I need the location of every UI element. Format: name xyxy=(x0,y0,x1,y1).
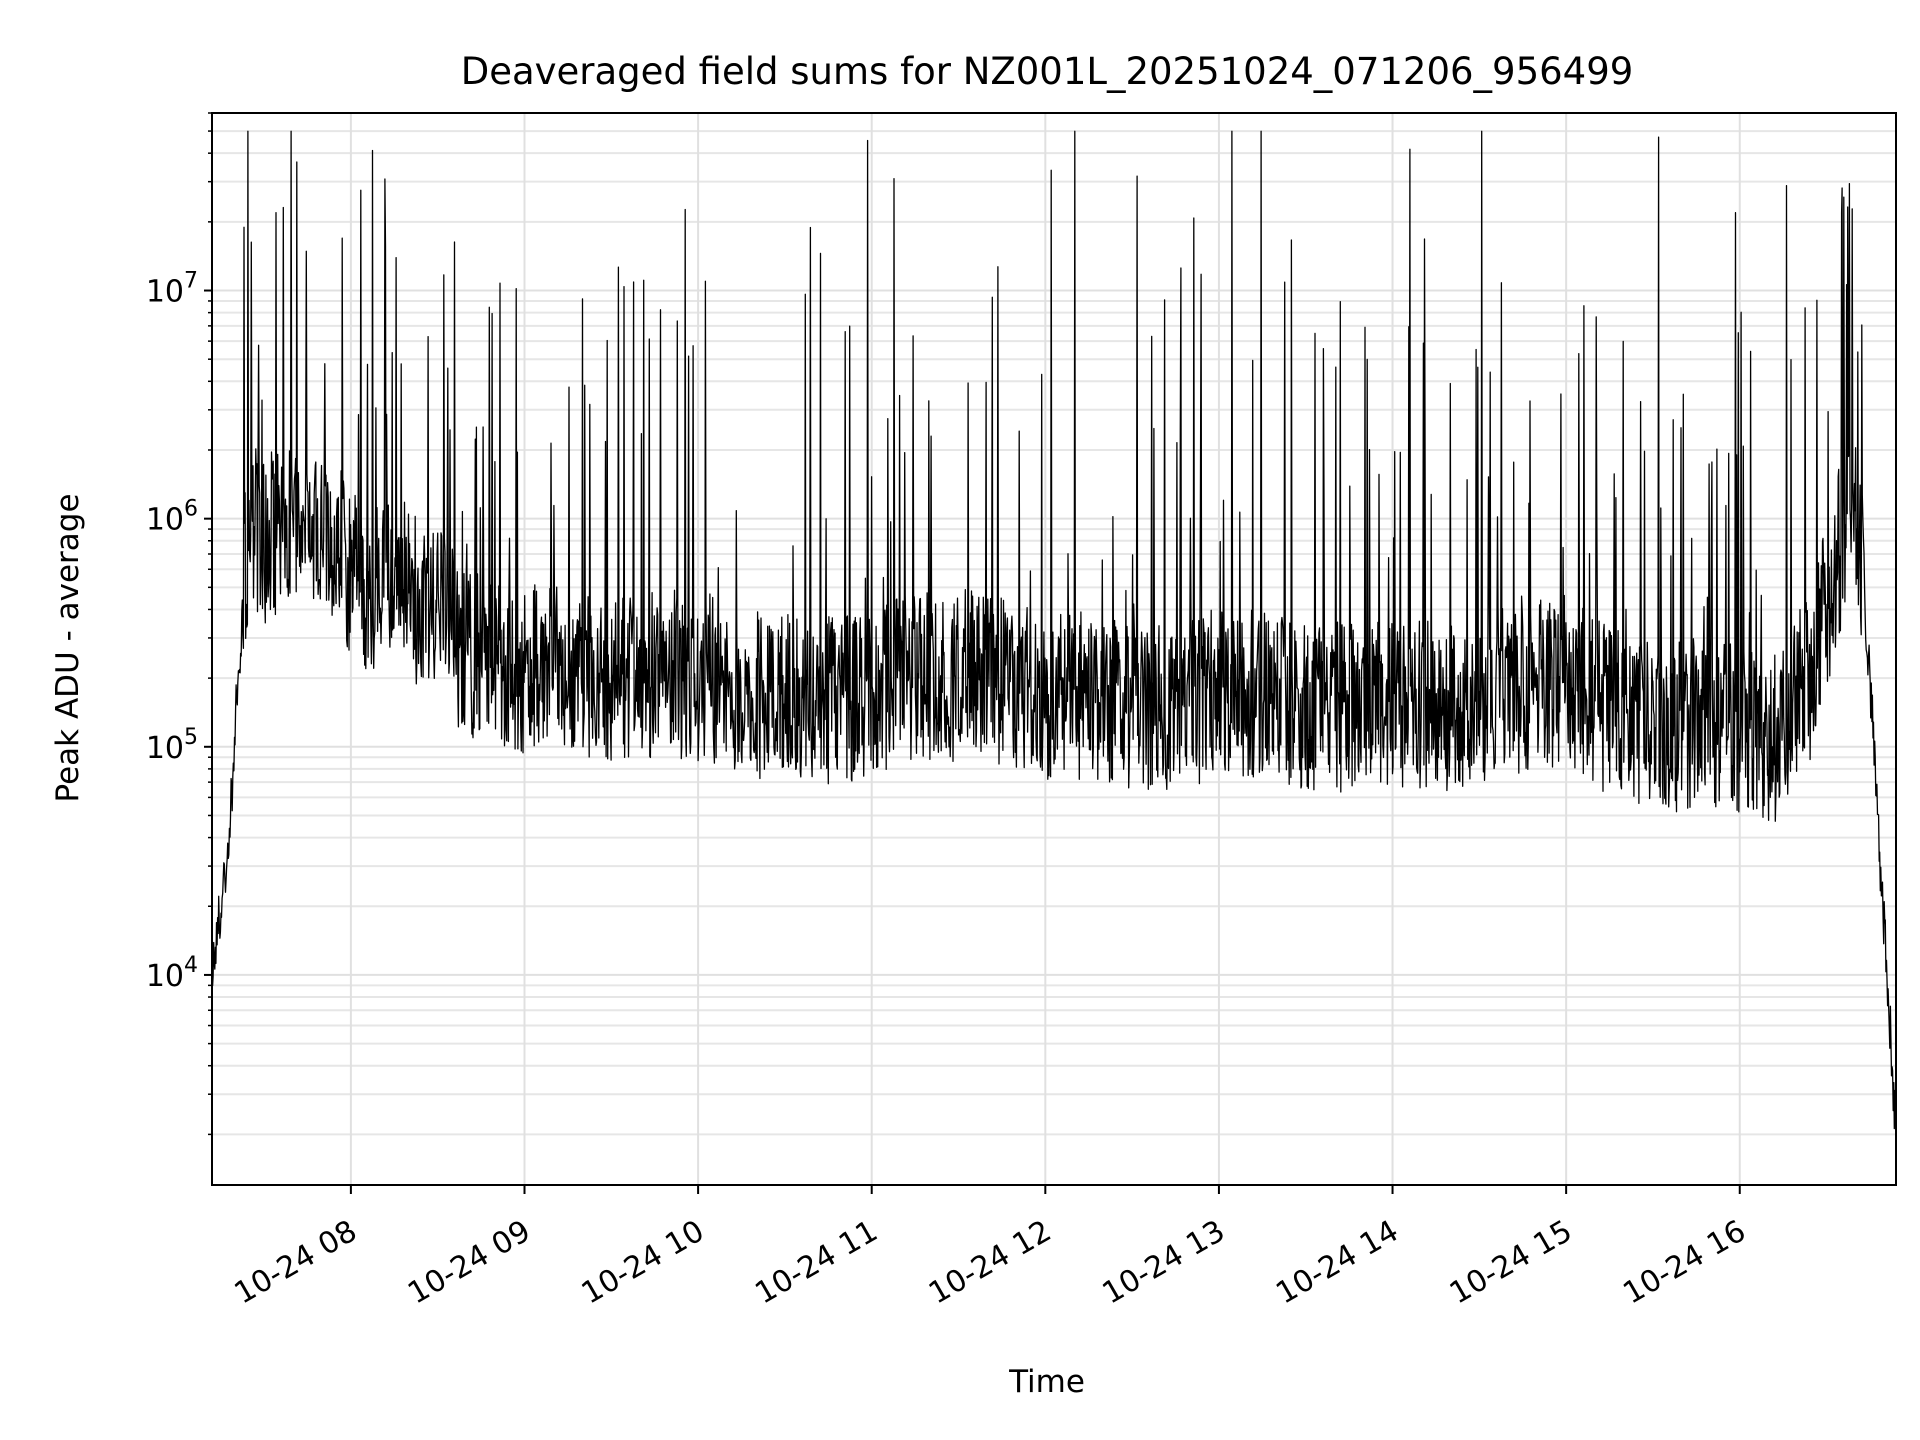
y-tick-label: 107 xyxy=(146,269,198,310)
y-axis: 104 105 106 107 xyxy=(146,112,212,1136)
x-axis-title: Time xyxy=(1008,1364,1085,1400)
chart-title: Deaveraged field sums for NZ001L_2025102… xyxy=(461,50,1634,93)
y-tick-label: 106 xyxy=(146,497,198,538)
series-line xyxy=(211,130,1897,1130)
series-layer xyxy=(211,130,1897,1130)
plot-area-frame xyxy=(211,112,1897,1186)
y-tick-label: 104 xyxy=(146,953,198,994)
y-axis-title: Peak ADU - average xyxy=(50,493,86,802)
y-tick-label: 105 xyxy=(146,725,198,766)
